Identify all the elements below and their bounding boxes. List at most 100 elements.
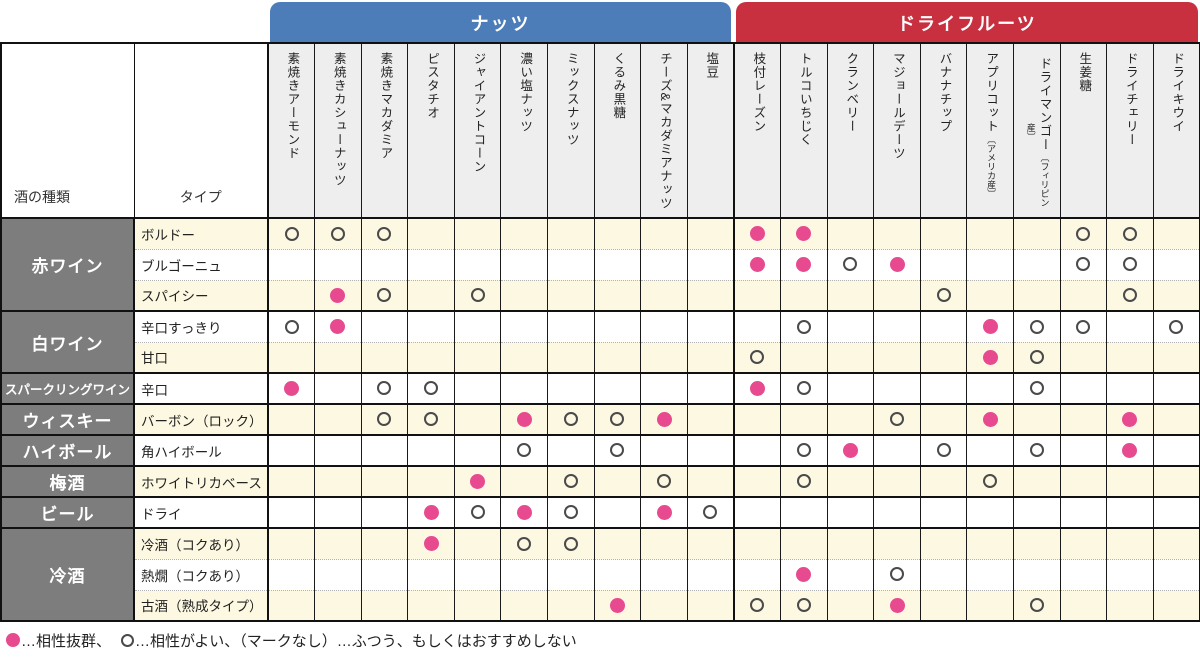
good-mark-icon — [517, 443, 532, 458]
pairing-cell — [873, 434, 921, 466]
pairing-cell — [407, 341, 455, 373]
pairing-cell — [453, 403, 501, 435]
pairing-cell — [686, 589, 734, 621]
pairing-cell — [1152, 558, 1200, 590]
pairing-cell — [593, 434, 641, 466]
pairing-cell — [453, 341, 501, 373]
good-mark-icon — [983, 474, 998, 489]
pairing-cell — [780, 434, 828, 466]
table-row: 白ワイン 辛口すっきり — [1, 310, 1200, 373]
pairing-cell — [267, 217, 315, 249]
row-type-label: 甘口 — [134, 341, 269, 373]
pairing-cell — [1106, 248, 1154, 280]
pairing-cell — [873, 558, 921, 590]
pairing-cell — [360, 527, 408, 559]
pairing-cell — [966, 527, 1014, 559]
pairing-cell — [267, 403, 315, 435]
best-mark-icon — [796, 256, 812, 272]
pairing-cell — [1013, 434, 1061, 466]
pairing-cell — [640, 403, 688, 435]
pairing-cell — [1013, 527, 1061, 559]
pairing-cell — [826, 403, 874, 435]
header-row: 酒の種類 タイプ 素焼きアーモンド 素焼きカシューナッツ 素焼きマカダミア ピスタチオ… — [1, 43, 1200, 219]
pairing-cell — [453, 496, 501, 528]
pairing-cell — [453, 372, 501, 404]
pairing-cell — [267, 527, 315, 559]
row-type-label: 角ハイボール — [134, 434, 269, 466]
pairing-cell — [640, 279, 688, 311]
best-mark-icon — [796, 566, 812, 582]
good-mark-icon — [796, 381, 811, 396]
column-header-14: マジョールデーツ — [873, 43, 921, 219]
pairing-cell — [780, 465, 828, 497]
column-label: 生姜糖 — [1077, 52, 1092, 93]
pairing-cell — [732, 558, 781, 590]
column-label: ジャイアントコーン — [471, 52, 486, 174]
pairing-cell — [1106, 465, 1154, 497]
pairing-cell — [966, 279, 1014, 311]
pairing-cell — [873, 341, 921, 373]
good-mark-icon — [284, 319, 299, 334]
pairing-cell — [919, 527, 967, 559]
row-type-label: ホワイトリカベース — [134, 465, 269, 497]
pairing-cell — [1059, 372, 1107, 404]
pairing-cell — [267, 434, 315, 466]
pairing-cell — [780, 310, 828, 342]
pairing-cell — [360, 589, 408, 621]
pairing-cell — [593, 558, 641, 590]
pairing-cell — [966, 310, 1014, 342]
pairing-cell — [314, 279, 362, 311]
column-label: くるみ黒糖 — [611, 52, 626, 120]
table-row: 古酒（熟成タイプ） — [1, 589, 1200, 621]
good-mark-icon — [796, 319, 811, 334]
pairing-cell — [1106, 496, 1154, 528]
type-header: タイプ — [134, 43, 269, 219]
pairing-cell — [873, 496, 921, 528]
pairing-cell — [407, 589, 455, 621]
pairing-cell — [780, 248, 828, 280]
good-mark-icon — [657, 474, 672, 489]
pairing-cell — [314, 403, 362, 435]
pairing-cell — [919, 341, 967, 373]
column-label: 濃い塩ナッツ — [518, 52, 533, 133]
pairing-cell — [453, 527, 501, 559]
pairing-cell — [593, 527, 641, 559]
pairing-cell — [1013, 279, 1061, 311]
pairing-cell — [966, 341, 1014, 373]
row-group-label: ウィスキー — [1, 403, 135, 435]
pairing-cell — [732, 465, 781, 497]
pairing-cell — [1152, 217, 1200, 249]
pairing-cell — [966, 496, 1014, 528]
pairing-cell — [640, 217, 688, 249]
best-mark-icon — [982, 411, 998, 427]
pairing-cell — [314, 434, 362, 466]
pairing-cell — [780, 527, 828, 559]
pairing-cell — [407, 248, 455, 280]
pairing-cell — [547, 558, 595, 590]
pairing-cell — [314, 248, 362, 280]
pairing-cell — [873, 372, 921, 404]
pairing-cell — [500, 341, 548, 373]
dried-fruits-banner-label: ドライフルーツ — [897, 13, 1037, 34]
best-mark-icon — [842, 442, 858, 458]
legend: …相性抜群、 …相性がよい、（マークなし）…ふつう、もしくはおすすめしない — [6, 629, 577, 651]
pairing-cell — [500, 248, 548, 280]
pairing-cell — [732, 341, 781, 373]
pairing-cell — [267, 248, 315, 280]
pairing-cell — [1152, 310, 1200, 342]
good-mark-icon — [1076, 226, 1091, 241]
good-mark-icon — [1122, 226, 1137, 241]
pairing-cell — [640, 496, 688, 528]
pairing-cell — [1106, 589, 1154, 621]
pairing-cell — [453, 279, 501, 311]
pairing-cell — [1106, 341, 1154, 373]
pairing-cell — [1013, 310, 1061, 342]
row-group-label: 赤ワイン — [1, 217, 135, 311]
good-mark-icon — [1029, 350, 1044, 365]
pairing-cell — [267, 465, 315, 497]
column-header-13: クランベリー — [826, 43, 874, 219]
good-mark-icon — [424, 381, 439, 396]
pairing-cell — [919, 372, 967, 404]
pairing-cell — [500, 465, 548, 497]
good-mark-icon — [563, 536, 578, 551]
